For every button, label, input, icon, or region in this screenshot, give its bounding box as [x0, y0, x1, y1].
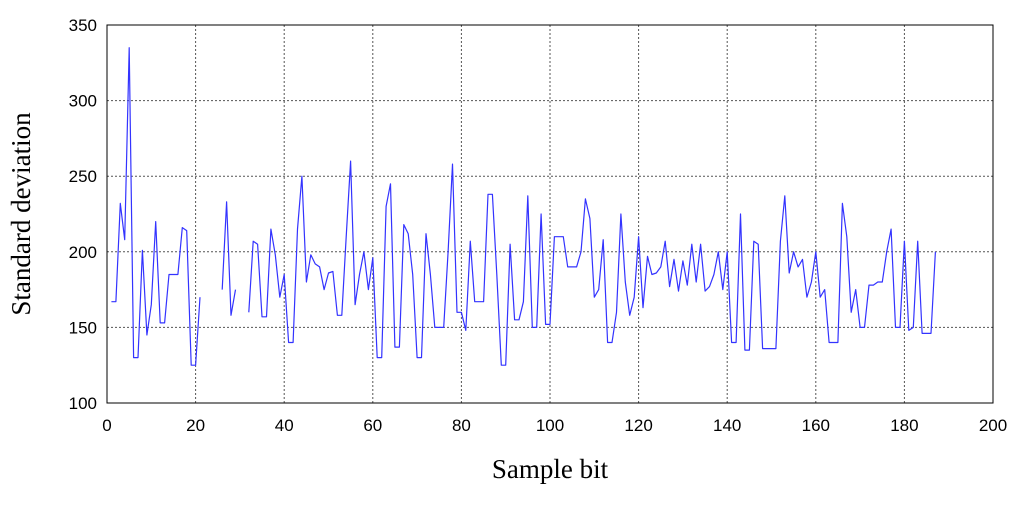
series-line-segment — [221, 201, 237, 316]
plot-frame — [106, 24, 994, 404]
series-line-segment — [248, 160, 936, 366]
x-tick-label: 120 — [624, 416, 652, 435]
x-tick-label: 180 — [890, 416, 918, 435]
x-axis-title: Sample bit — [492, 454, 609, 484]
series-lines — [111, 47, 936, 366]
x-tick-label: 100 — [536, 416, 564, 435]
series-line-segment — [111, 47, 201, 366]
y-tick-label: 250 — [69, 167, 97, 186]
x-tick-label: 140 — [713, 416, 741, 435]
grid-lines — [107, 25, 993, 403]
y-tick-label: 150 — [69, 318, 97, 337]
x-tick-label: 0 — [102, 416, 111, 435]
x-tick-label: 80 — [452, 416, 471, 435]
x-tick-label: 60 — [363, 416, 382, 435]
x-tick-label: 200 — [979, 416, 1007, 435]
y-tick-label: 300 — [69, 92, 97, 111]
y-tick-label: 200 — [69, 243, 97, 262]
y-tick-label: 350 — [69, 16, 97, 35]
x-tick-label: 20 — [186, 416, 205, 435]
y-tick-label: 100 — [69, 394, 97, 413]
y-axis-title: Standard deviation — [6, 112, 36, 316]
x-tick-label: 160 — [802, 416, 830, 435]
x-tick-labels: 0 20 40 60 80 100 120 140 160 180 200 — [102, 416, 1007, 435]
y-tick-labels: 100 150 200 250 300 350 — [69, 16, 97, 413]
x-tick-label: 40 — [275, 416, 294, 435]
